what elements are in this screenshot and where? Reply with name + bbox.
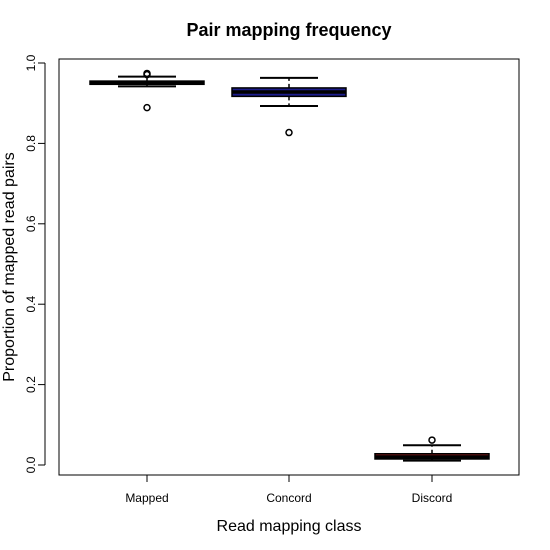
outlier-point bbox=[285, 128, 293, 137]
y-axis: 0.0 0.2 0.4 0.6 0.8 1.0 bbox=[24, 54, 46, 473]
box-concord bbox=[231, 76, 347, 137]
x-tick-label: Mapped bbox=[125, 491, 168, 505]
y-tick-label: 0.2 bbox=[24, 376, 38, 393]
y-axis-label: Proportion of mapped read pairs bbox=[1, 152, 18, 381]
x-tick-label: Concord bbox=[266, 491, 311, 505]
y-tick-label: 0.8 bbox=[24, 135, 38, 152]
y-tick-label: 1.0 bbox=[24, 54, 38, 71]
outlier-point bbox=[143, 103, 151, 112]
x-axis: Mapped Concord Discord bbox=[125, 475, 452, 505]
y-tick-label: 0.4 bbox=[24, 296, 38, 313]
box-mapped bbox=[89, 69, 205, 112]
chart-title: Pair mapping frequency bbox=[186, 20, 391, 40]
y-tick-label: 0.0 bbox=[24, 456, 38, 473]
box-series bbox=[89, 69, 490, 462]
x-axis-label: Read mapping class bbox=[217, 518, 362, 535]
x-tick-label: Discord bbox=[412, 491, 453, 505]
box-discord bbox=[374, 436, 490, 462]
outlier-point bbox=[143, 70, 151, 79]
y-tick-label: 0.6 bbox=[24, 215, 38, 232]
outlier-point bbox=[428, 436, 436, 444]
